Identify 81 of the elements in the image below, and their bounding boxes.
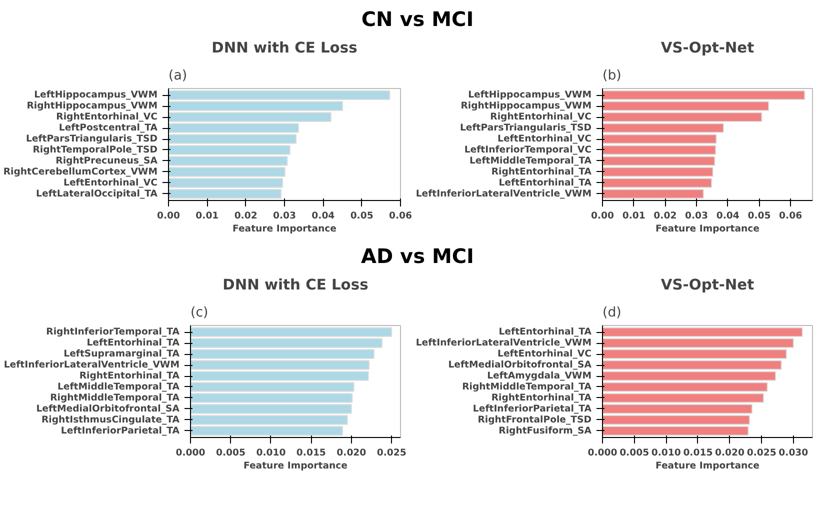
x-tick-label: 0.04 bbox=[716, 210, 740, 222]
y-tick-label: RightFusiform_SA bbox=[498, 425, 592, 436]
y-tick-label: LeftInferiorLateralVentricle_VWM bbox=[4, 360, 180, 371]
x-tick-label: 0.06 bbox=[388, 210, 412, 222]
y-tick-label: LeftHippocampus_VWM bbox=[34, 90, 158, 101]
y-tick-label: LeftMedialOrbitofrontal_SA bbox=[448, 360, 592, 371]
chart-title: VS-Opt-Net bbox=[660, 40, 754, 56]
y-tick-label: LeftMedialOrbitofrontal_SA bbox=[36, 403, 180, 414]
y-tick-label: RightHippocampus_VWM bbox=[460, 100, 592, 112]
x-axis-title: Feature Importance bbox=[655, 224, 760, 234]
y-tick-label: LeftSupramarginal_TA bbox=[64, 348, 180, 360]
y-tick-label: RightMiddleTemporal_TA bbox=[462, 381, 592, 392]
y-tick-label: LeftAmygdala_VWM bbox=[487, 370, 592, 382]
x-axis-title: Feature Importance bbox=[243, 460, 348, 472]
text: (a) bbox=[168, 68, 188, 84]
x-tick-label: 0.01 bbox=[622, 210, 646, 222]
y-tick-label: RightPrecuneus_SA bbox=[56, 155, 158, 166]
y-tick-label: LeftEntorhinal_TA bbox=[498, 326, 592, 338]
x-tick-label: 0.02 bbox=[234, 210, 258, 222]
y-tick-label: RightTemporalPole_TSD bbox=[32, 144, 158, 156]
chart-title: VS-Opt-Net bbox=[660, 276, 754, 294]
y-tick-label: RightFrontalPole_TSD bbox=[478, 414, 592, 426]
x-tick-label: 0.03 bbox=[272, 210, 296, 222]
x-tick-label: 0.00 bbox=[590, 210, 615, 222]
x-tick-label: 0.02 bbox=[654, 210, 677, 222]
text: (c) bbox=[190, 306, 208, 320]
text: (b) bbox=[602, 68, 622, 84]
y-tick-label: RightHippocampus_VWM bbox=[26, 100, 158, 112]
y-tick-label: LeftPostcentral_TA bbox=[58, 122, 158, 134]
y-tick-label: RightCerebellumCortex_VWM bbox=[3, 166, 158, 178]
text: CN vs MCI bbox=[361, 6, 474, 33]
x-tick-label: 0.020 bbox=[715, 448, 746, 458]
chart-title: DNN with CE Loss bbox=[222, 276, 369, 294]
y-tick-label: LeftInferiorParietal_TA bbox=[60, 425, 180, 436]
y-tick-label: RightInferiorTemporal_TA bbox=[46, 326, 180, 338]
x-tick-label: 0.01 bbox=[196, 210, 219, 222]
x-tick-label: 0.010 bbox=[256, 448, 286, 458]
x-tick-label: 0.010 bbox=[651, 448, 682, 458]
text: AD vs MCI bbox=[361, 243, 474, 270]
y-tick-label: RightEntorhinal_TA bbox=[491, 392, 592, 404]
x-axis-title: Feature Importance bbox=[232, 224, 337, 234]
y-tick-label: RightEntorhinal_VC bbox=[490, 112, 592, 123]
y-tick-label: RightMiddleTemporal_TA bbox=[50, 392, 180, 404]
x-tick-label: 0.015 bbox=[683, 448, 713, 458]
x-tick-label: 0.06 bbox=[779, 210, 802, 222]
y-tick-label: LeftParsTriangularis_TSD bbox=[460, 122, 592, 134]
x-tick-label: 0.025 bbox=[376, 448, 406, 458]
chart-title: DNN with CE Loss bbox=[212, 40, 358, 56]
x-tick-label: 0.005 bbox=[216, 448, 246, 458]
x-tick-label: 0.020 bbox=[336, 448, 367, 458]
x-tick-label: 0.05 bbox=[748, 210, 771, 222]
x-tick-label: 0.00 bbox=[156, 210, 181, 222]
x-tick-label: 0.04 bbox=[312, 210, 336, 222]
x-tick-label: 0.000 bbox=[176, 448, 206, 458]
text: (d) bbox=[602, 306, 622, 320]
y-tick-label: LeftEntorhinal_TA bbox=[498, 177, 592, 188]
y-tick-label: LeftMiddleTemporal_TA bbox=[469, 155, 592, 166]
x-tick-label: 0.005 bbox=[620, 448, 650, 458]
y-tick-label: RightEntorhinal_TA bbox=[79, 370, 180, 382]
y-tick-label: LeftInferiorLateralVentricle_VWM bbox=[416, 338, 592, 349]
y-tick-label: LeftEntorhinal_TA bbox=[86, 338, 180, 349]
y-tick-label: LeftMiddleTemporal_TA bbox=[57, 381, 180, 392]
y-tick-label: LeftHippocampus_VWM bbox=[468, 90, 592, 101]
x-tick-label: 0.015 bbox=[296, 448, 326, 458]
y-tick-label: LeftInferiorParietal_TA bbox=[472, 403, 592, 414]
y-tick-label: LeftEntorhinal_VC bbox=[498, 134, 592, 145]
y-tick-label: RightEntorhinal_VC bbox=[56, 112, 158, 123]
x-tick-label: 0.000 bbox=[588, 448, 618, 458]
y-tick-label: LeftEntorhinal_VC bbox=[64, 177, 158, 188]
y-tick-label: LeftInferiorLateralVentricle_VWM bbox=[416, 188, 592, 200]
x-tick-label: 0.030 bbox=[778, 448, 809, 458]
x-axis-title: Feature Importance bbox=[655, 460, 760, 472]
x-tick-label: 0.03 bbox=[685, 210, 708, 222]
x-tick-label: 0.05 bbox=[350, 210, 374, 222]
y-tick-label: LeftParsTriangularis_TSD bbox=[26, 134, 158, 145]
x-tick-label: 0.025 bbox=[746, 448, 776, 458]
y-tick-label: RightEntorhinal_TA bbox=[491, 166, 592, 178]
y-tick-label: RightIsthmusCingulate_TA bbox=[42, 414, 180, 426]
y-tick-label: LeftInferiorTemporal_VC bbox=[464, 144, 592, 156]
y-tick-label: LeftLateralOccipital_TA bbox=[36, 188, 158, 200]
y-tick-label: LeftEntorhinal_VC bbox=[498, 348, 592, 360]
